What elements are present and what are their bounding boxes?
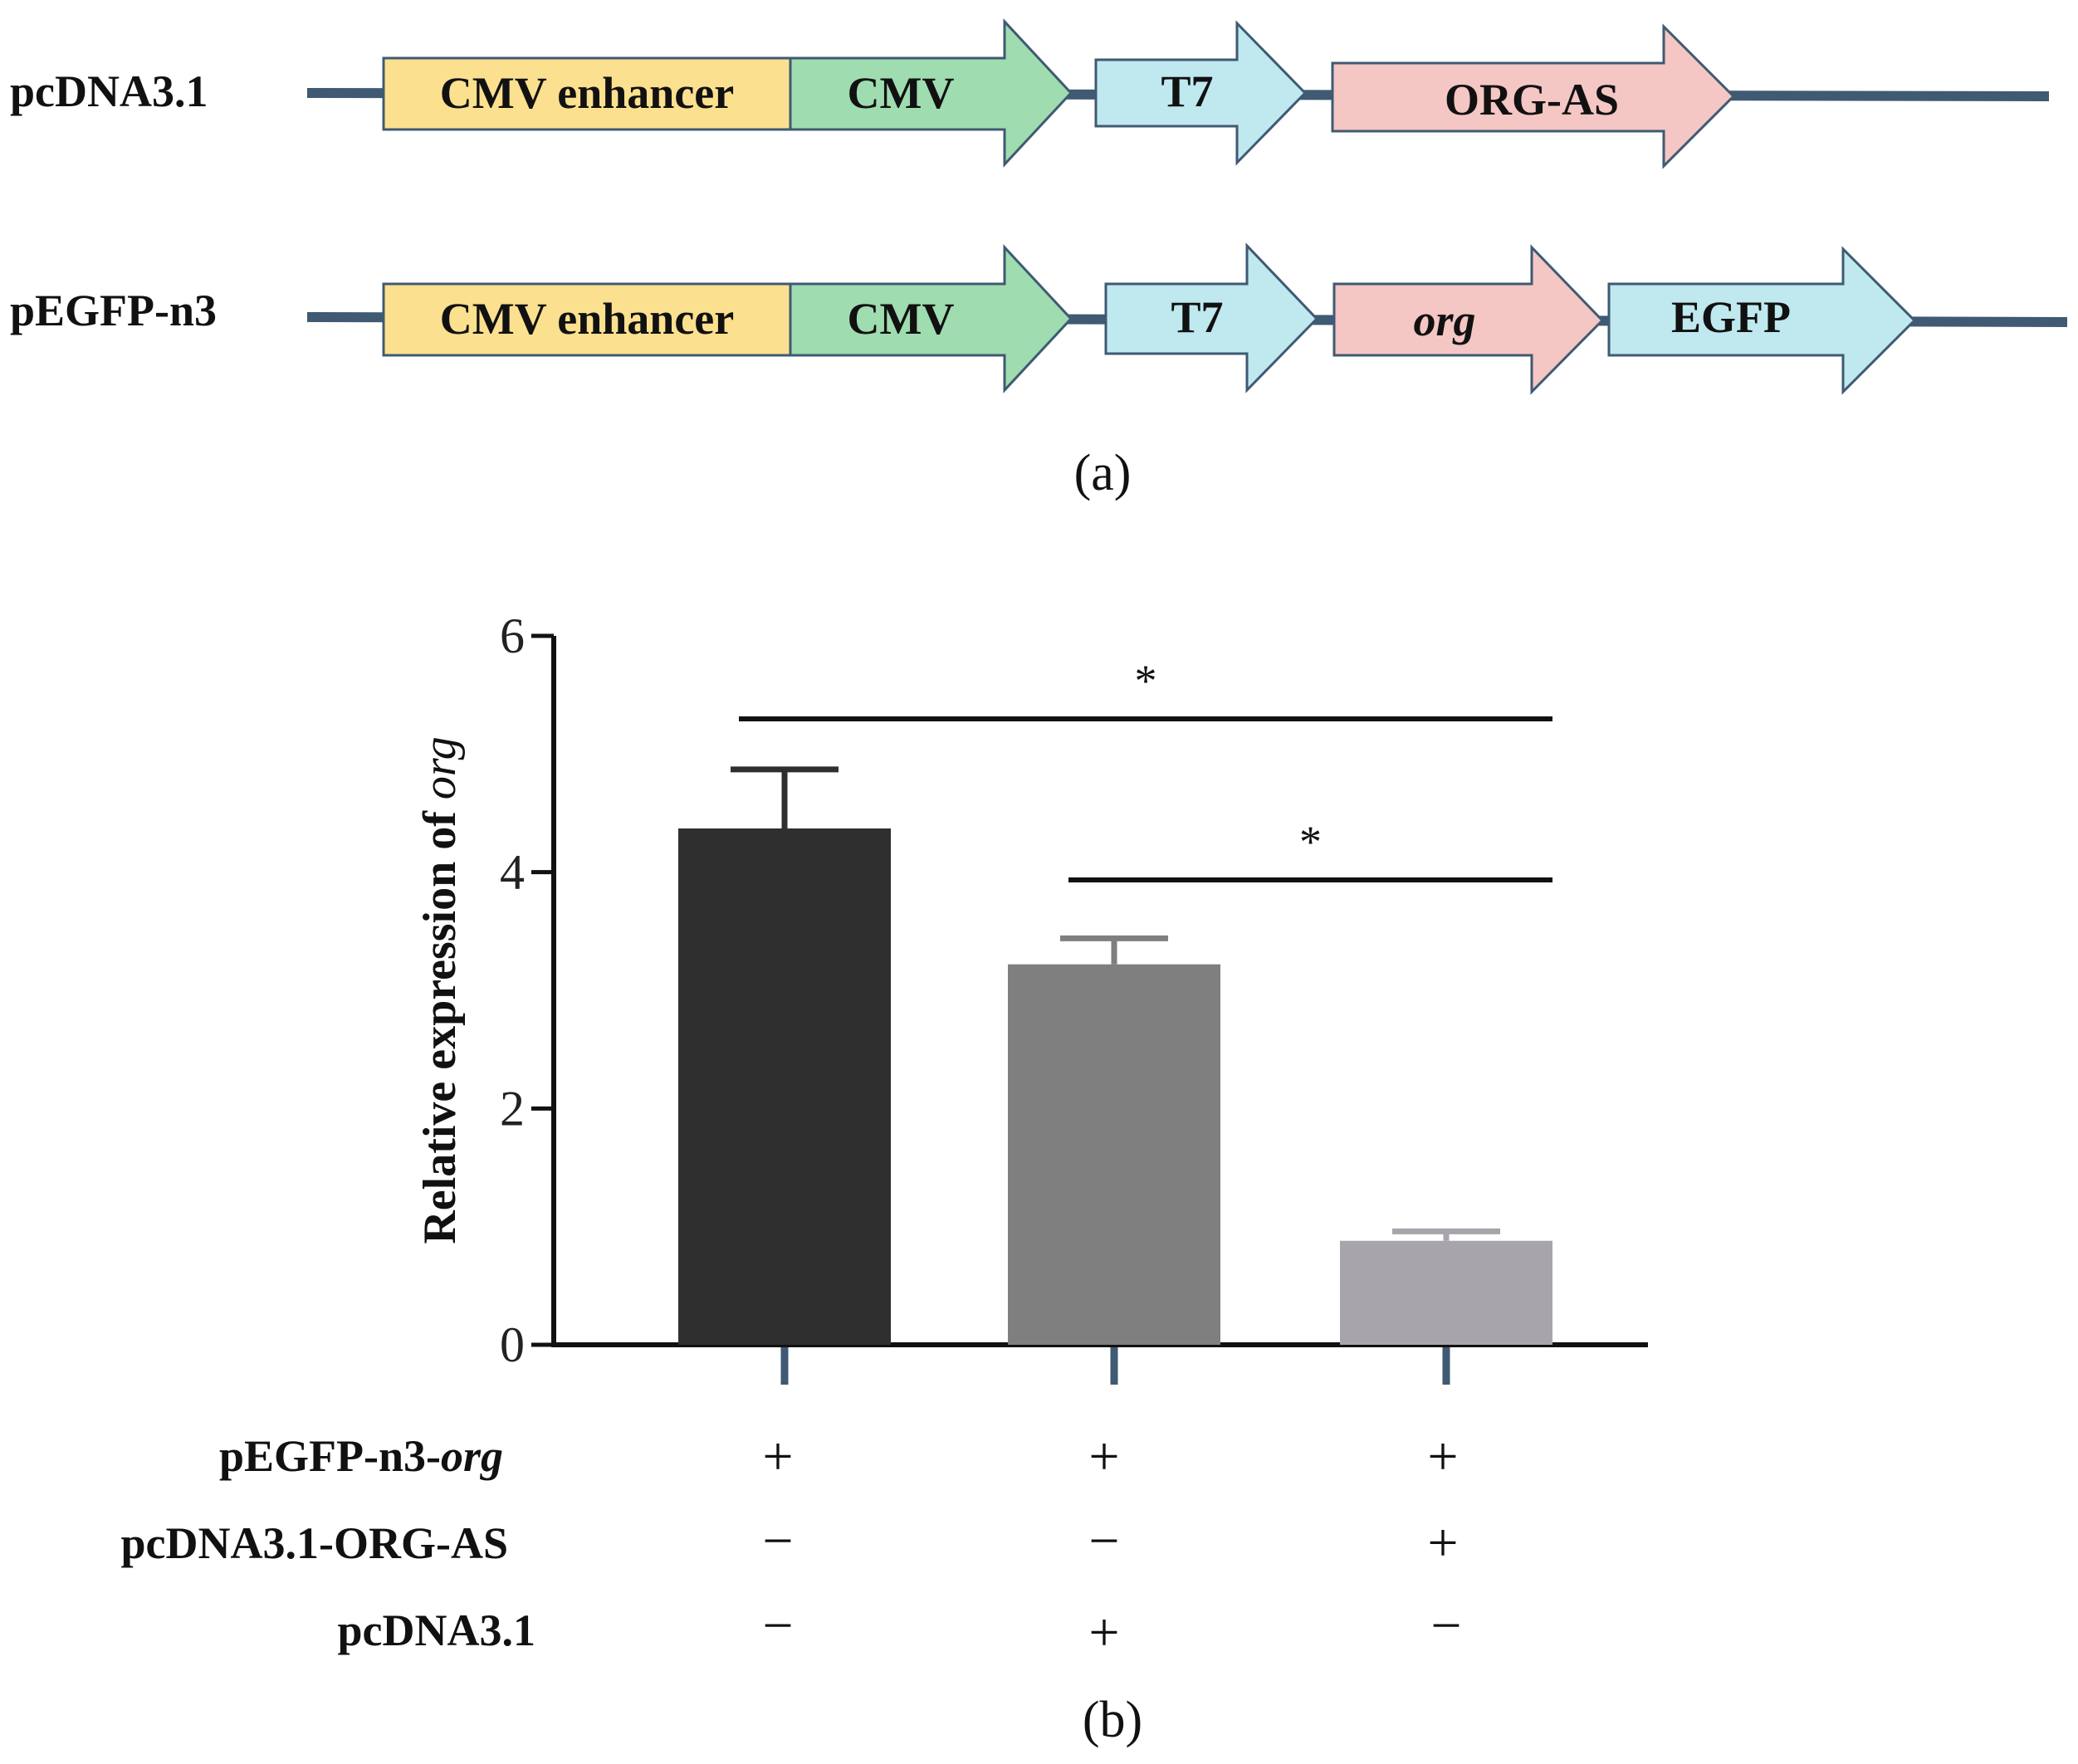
error-bars bbox=[731, 766, 1500, 1241]
significance-star: * bbox=[1299, 817, 1322, 867]
bar bbox=[1340, 1240, 1552, 1345]
cmv-promoter-arrow bbox=[789, 18, 1073, 168]
condition-label-text: pEGFP-n3- bbox=[219, 1431, 441, 1481]
construct-pegfp-n3: pEGFP-n3 CMV enhancer CMV T7 org EGFP bbox=[10, 242, 2068, 395]
egfp-label: EGFP bbox=[1671, 292, 1791, 342]
y-tick-label: 4 bbox=[500, 845, 525, 900]
egfp-arrow bbox=[1607, 246, 1917, 395]
construct-name: pcDNA3.1 bbox=[10, 66, 208, 116]
cmv-promoter-label: CMV bbox=[848, 294, 955, 344]
condition-table: pEGFP-n3-org pcDNA3.1-ORG-AS pcDNA3.1 + … bbox=[121, 1426, 1462, 1663]
org-as-arrow bbox=[1331, 23, 1736, 169]
t7-label: T7 bbox=[1171, 292, 1223, 342]
bars bbox=[678, 828, 1552, 1345]
org-label: org bbox=[1413, 296, 1475, 345]
org-as-label: ORG-AS bbox=[1445, 75, 1619, 125]
significance-star: * bbox=[1135, 656, 1157, 706]
y-tick-label: 6 bbox=[500, 608, 525, 663]
condition-label-italic: org bbox=[441, 1431, 503, 1481]
t7-label: T7 bbox=[1161, 66, 1213, 116]
bar bbox=[678, 828, 891, 1345]
panel-a-caption: (a) bbox=[1074, 445, 1132, 501]
y-ticks: 0 2 4 6 bbox=[500, 608, 554, 1372]
sign-cell: + bbox=[762, 1426, 793, 1487]
y-axis-title-italic: org bbox=[414, 736, 466, 799]
sign-cell: + bbox=[1088, 1426, 1119, 1487]
condition-label-pcdna-org-as: pcDNA3.1-ORG-AS bbox=[121, 1518, 509, 1568]
construct-pcdna31: pcDNA3.1 CMV enhancer CMV T7 ORG-AS bbox=[10, 18, 2050, 169]
sign-cell: + bbox=[1427, 1512, 1458, 1573]
panel-a: pcDNA3.1 CMV enhancer CMV T7 ORG-AS pEGF… bbox=[10, 18, 2068, 501]
sign-cell: − bbox=[1430, 1595, 1461, 1656]
cmv-promoter-label: CMV bbox=[848, 68, 955, 118]
sign-cell: − bbox=[1088, 1511, 1119, 1571]
cmv-promoter-arrow bbox=[789, 244, 1073, 393]
t7-arrow bbox=[1094, 20, 1308, 166]
y-tick-label: 2 bbox=[500, 1081, 525, 1136]
bar bbox=[1008, 964, 1220, 1345]
cmv-enhancer-label: CMV enhancer bbox=[440, 294, 734, 344]
y-axis-title: Relative expression of org bbox=[414, 736, 466, 1244]
y-axis-title-text: Relative expression of bbox=[414, 799, 466, 1244]
cmv-enhancer-box bbox=[382, 282, 792, 357]
condition-label-pcdna: pcDNA3.1 bbox=[338, 1605, 536, 1655]
significance-brackets: ** bbox=[739, 656, 1552, 882]
cmv-enhancer-label: CMV enhancer bbox=[440, 68, 734, 118]
t7-arrow bbox=[1104, 242, 1319, 393]
construct-name: pEGFP-n3 bbox=[10, 286, 217, 335]
sign-cell: + bbox=[1088, 1602, 1119, 1663]
sign-cell: − bbox=[762, 1595, 793, 1656]
sign-cell: − bbox=[762, 1511, 793, 1571]
panel-b-caption: (b) bbox=[1083, 1692, 1142, 1748]
sign-cell: + bbox=[1427, 1426, 1458, 1487]
y-tick-label: 0 bbox=[500, 1317, 525, 1372]
org-arrow bbox=[1332, 244, 1605, 395]
condition-label-pegfp-org: pEGFP-n3-org bbox=[219, 1431, 503, 1481]
